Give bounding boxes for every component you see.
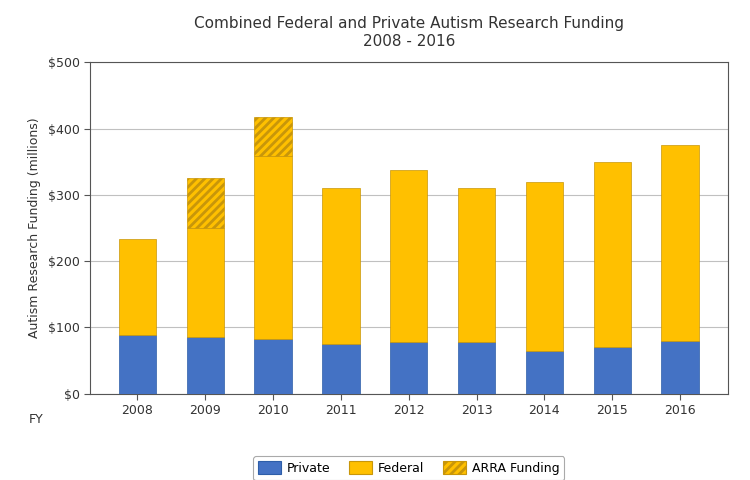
Bar [254, 117, 292, 156]
Bar [593, 162, 631, 347]
Bar [593, 347, 631, 394]
Bar [187, 178, 224, 228]
Bar [526, 350, 563, 394]
Bar [187, 228, 224, 337]
Legend: Private, Federal, ARRA Funding: Private, Federal, ARRA Funding [253, 456, 565, 480]
Bar [526, 181, 563, 350]
Bar [322, 344, 359, 394]
Bar [458, 342, 495, 394]
Bar [187, 337, 224, 394]
Title: Combined Federal and Private Autism Research Funding
2008 - 2016: Combined Federal and Private Autism Rese… [194, 16, 624, 49]
Bar [458, 188, 495, 342]
Bar [118, 336, 156, 394]
Bar [118, 239, 156, 336]
Bar [322, 188, 359, 344]
Bar [390, 342, 427, 394]
Y-axis label: Autism Research Funding (millions): Autism Research Funding (millions) [28, 118, 40, 338]
Bar [662, 341, 699, 394]
Bar [390, 170, 427, 342]
Bar [254, 156, 292, 338]
Bar [662, 145, 699, 341]
Bar [254, 338, 292, 394]
Text: FY: FY [28, 413, 44, 426]
